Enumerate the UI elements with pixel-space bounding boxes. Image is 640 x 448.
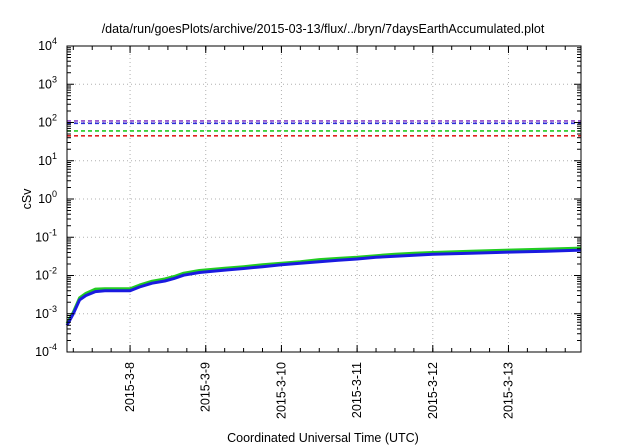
series-line — [65, 248, 582, 327]
y-tick-label: 10-2 — [35, 266, 57, 283]
x-axis-label: Coordinated Universal Time (UTC) — [227, 431, 419, 445]
x-tick-label: 2015-3-13 — [501, 362, 515, 419]
y-tick-label: 10-1 — [35, 227, 57, 244]
x-tick-label: 2015-3-9 — [199, 362, 213, 412]
y-tick-label: 101 — [38, 151, 57, 168]
y-tick-label: 104 — [38, 36, 57, 53]
x-axis: 2015-3-8 2015-3-9 2015-3-10 2015-3-11 2015-3… — [72, 46, 566, 419]
y-tick-label: 103 — [38, 74, 57, 91]
y-tick-label: 100 — [38, 189, 57, 206]
series-lines — [65, 246, 582, 327]
y-tick-label: 10-3 — [35, 304, 57, 321]
y-axis-label: cSv — [20, 188, 34, 210]
x-tick-label: 2015-3-8 — [123, 362, 137, 412]
x-tick-label: 2015-3-10 — [274, 362, 288, 419]
y-tick-label: 10-4 — [35, 342, 57, 359]
series-line — [65, 246, 582, 325]
x-tick-label: 2015-3-12 — [426, 362, 440, 419]
grid — [67, 46, 581, 352]
x-tick-label: 2015-3-11 — [350, 362, 364, 418]
threshold-lines — [67, 120, 581, 137]
chart-title: /data/run/goesPlots/archive/2015-03-13/f… — [102, 22, 545, 36]
y-tick-label: 102 — [38, 113, 57, 130]
